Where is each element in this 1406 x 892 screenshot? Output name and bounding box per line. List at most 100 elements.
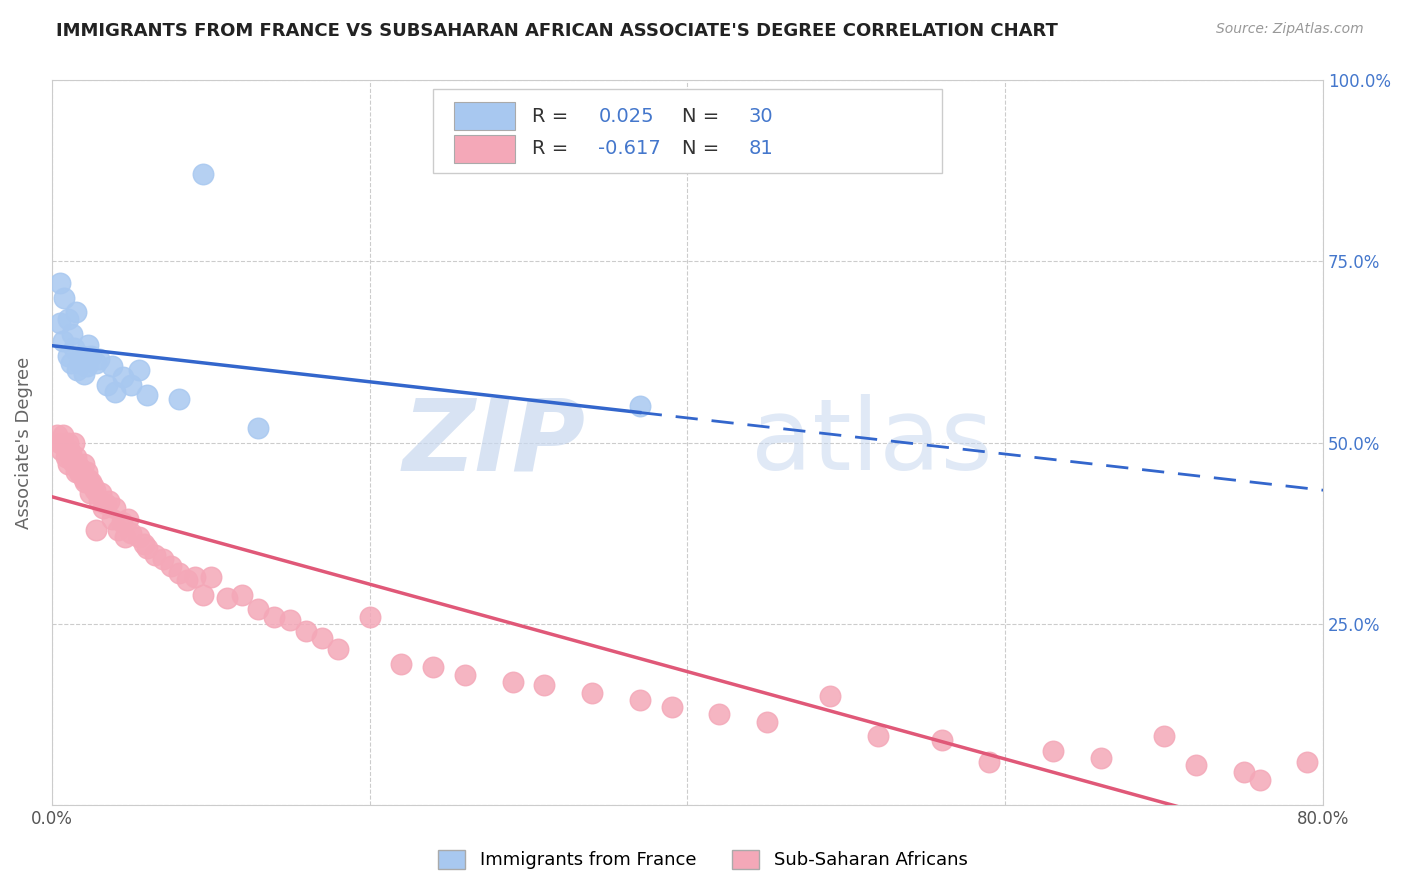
Point xyxy=(80,349,103,363)
Point xyxy=(66,457,89,471)
Point xyxy=(104,384,127,399)
Point xyxy=(84,523,107,537)
Point xyxy=(1233,765,1256,780)
Text: R =: R = xyxy=(533,107,568,126)
Point xyxy=(200,569,222,583)
Point xyxy=(167,566,190,580)
Text: N =: N = xyxy=(682,139,720,159)
Point xyxy=(176,574,198,588)
Point xyxy=(56,435,79,450)
Point xyxy=(84,356,107,370)
Point xyxy=(72,472,94,486)
Point xyxy=(56,312,79,326)
Point xyxy=(1249,772,1271,787)
Point xyxy=(120,377,142,392)
Point xyxy=(931,732,953,747)
Point xyxy=(128,363,150,377)
Point xyxy=(191,588,214,602)
Point xyxy=(55,450,77,464)
Point xyxy=(112,370,135,384)
Point xyxy=(94,497,117,511)
Legend: Immigrants from France, Sub-Saharan Africans: Immigrants from France, Sub-Saharan Afri… xyxy=(429,841,977,879)
Point xyxy=(65,305,87,319)
Point xyxy=(359,609,381,624)
Point xyxy=(56,457,79,471)
Point xyxy=(128,530,150,544)
Text: 30: 30 xyxy=(748,107,773,126)
Point xyxy=(1185,758,1208,772)
Point xyxy=(97,493,120,508)
Point xyxy=(120,526,142,541)
Text: atlas: atlas xyxy=(751,394,993,491)
Point xyxy=(101,359,124,374)
Text: 81: 81 xyxy=(748,139,773,159)
Text: R =: R = xyxy=(533,139,568,159)
Point xyxy=(311,632,333,646)
FancyBboxPatch shape xyxy=(454,103,515,130)
Point xyxy=(191,167,214,181)
Point xyxy=(53,439,76,453)
Point xyxy=(709,707,731,722)
Point xyxy=(77,472,100,486)
Text: N =: N = xyxy=(682,107,720,126)
Point xyxy=(82,479,104,493)
Point xyxy=(96,377,118,392)
Point xyxy=(62,453,84,467)
Point xyxy=(107,523,129,537)
Point xyxy=(72,457,94,471)
Point xyxy=(72,367,94,381)
Point xyxy=(51,442,73,457)
Point xyxy=(820,690,842,704)
Point xyxy=(278,613,301,627)
Point xyxy=(868,729,890,743)
Point xyxy=(48,316,70,330)
Point xyxy=(91,500,114,515)
Point xyxy=(167,392,190,406)
Point xyxy=(79,486,101,500)
Point xyxy=(1153,729,1175,743)
Point xyxy=(1296,755,1319,769)
Point xyxy=(136,388,159,402)
Point xyxy=(89,352,111,367)
Point xyxy=(75,475,97,490)
Point xyxy=(533,678,555,692)
Point xyxy=(114,530,136,544)
Point xyxy=(247,421,270,435)
Point xyxy=(136,541,159,555)
Point xyxy=(67,465,90,479)
Point xyxy=(160,558,183,573)
Point xyxy=(104,500,127,515)
Point xyxy=(70,349,93,363)
Point xyxy=(295,624,318,638)
Text: Source: ZipAtlas.com: Source: ZipAtlas.com xyxy=(1216,22,1364,37)
Point xyxy=(52,334,75,348)
Point xyxy=(89,493,111,508)
Point xyxy=(247,602,270,616)
FancyBboxPatch shape xyxy=(454,135,515,162)
Point xyxy=(83,483,105,497)
Point xyxy=(90,486,112,500)
FancyBboxPatch shape xyxy=(433,89,942,173)
Point xyxy=(1090,751,1112,765)
Point xyxy=(581,686,603,700)
Point xyxy=(80,475,103,490)
Text: 0.025: 0.025 xyxy=(599,107,654,126)
Point xyxy=(58,442,80,457)
Point xyxy=(628,693,651,707)
Point xyxy=(45,428,67,442)
Point xyxy=(215,591,238,606)
Point xyxy=(1042,744,1064,758)
Point xyxy=(52,428,75,442)
Point xyxy=(66,363,89,377)
Point xyxy=(628,399,651,413)
Point xyxy=(48,276,70,290)
Point xyxy=(62,326,84,341)
Point xyxy=(48,435,70,450)
Point xyxy=(65,465,87,479)
Point xyxy=(454,667,477,681)
Point xyxy=(132,537,155,551)
Point xyxy=(661,700,683,714)
Point xyxy=(69,461,91,475)
Text: ZIP: ZIP xyxy=(402,394,586,491)
Point xyxy=(69,356,91,370)
